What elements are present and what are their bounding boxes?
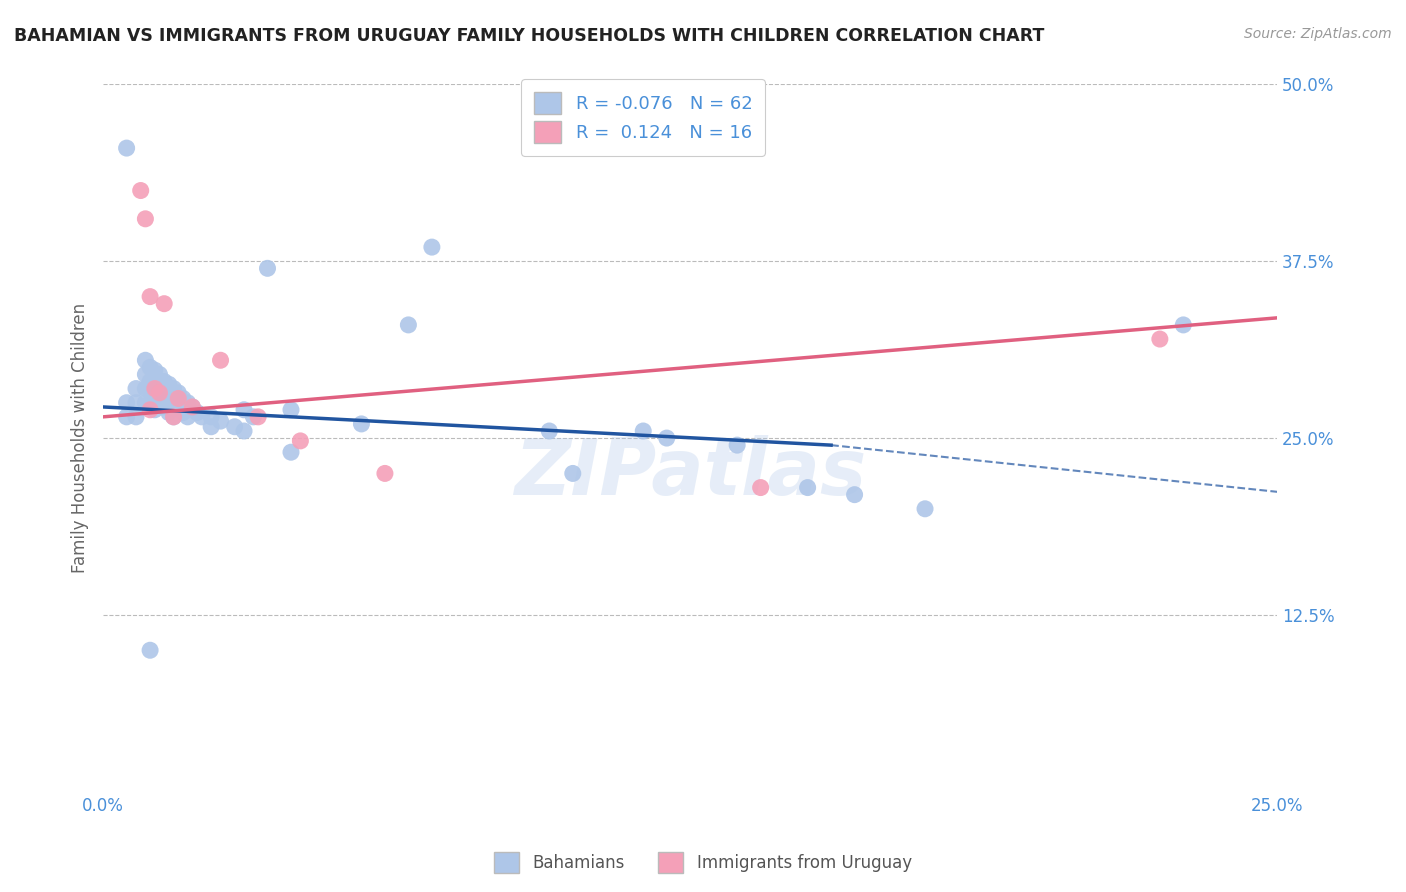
Point: [172, 406, 194, 420]
Point: [153, 296, 176, 310]
Point: [538, 424, 561, 438]
Point: [209, 414, 232, 428]
Point: [134, 211, 156, 226]
Point: [725, 438, 748, 452]
Point: [162, 409, 184, 424]
Point: [134, 353, 156, 368]
Point: [176, 395, 198, 409]
Point: [172, 392, 194, 406]
Point: [129, 184, 152, 198]
Point: [420, 240, 443, 254]
Point: [157, 392, 180, 406]
Point: [125, 382, 148, 396]
Point: [176, 409, 198, 424]
Point: [139, 643, 162, 657]
Point: [148, 382, 170, 396]
Point: [247, 409, 270, 424]
Legend: R = -0.076   N = 62, R =  0.124   N = 16: R = -0.076 N = 62, R = 0.124 N = 16: [522, 79, 765, 156]
Point: [1173, 318, 1195, 332]
Point: [162, 409, 184, 424]
Text: ZIPatlas: ZIPatlas: [515, 435, 866, 511]
Point: [914, 501, 936, 516]
Point: [209, 353, 232, 368]
Point: [148, 368, 170, 382]
Point: [256, 261, 278, 276]
Point: [125, 395, 148, 409]
Point: [200, 409, 222, 424]
Point: [153, 385, 176, 400]
Point: [749, 481, 772, 495]
Point: [181, 400, 204, 414]
Point: [139, 402, 162, 417]
Point: [115, 409, 138, 424]
Point: [280, 402, 302, 417]
Point: [1149, 332, 1171, 346]
Point: [139, 395, 162, 409]
Point: [139, 375, 162, 389]
Point: [115, 395, 138, 409]
Point: [167, 385, 190, 400]
Point: [186, 406, 208, 420]
Point: [143, 389, 166, 403]
Point: [148, 395, 170, 409]
Text: Source: ZipAtlas.com: Source: ZipAtlas.com: [1244, 27, 1392, 41]
Point: [134, 368, 156, 382]
Point: [143, 402, 166, 417]
Point: [224, 419, 246, 434]
Point: [233, 402, 256, 417]
Point: [233, 424, 256, 438]
Point: [153, 400, 176, 414]
Point: [143, 377, 166, 392]
Point: [350, 417, 373, 431]
Point: [139, 384, 162, 399]
Point: [157, 377, 180, 392]
Point: [290, 434, 312, 448]
Point: [631, 424, 654, 438]
Point: [396, 318, 419, 332]
Point: [280, 445, 302, 459]
Point: [181, 400, 204, 414]
Point: [134, 382, 156, 396]
Point: [139, 290, 162, 304]
Point: [167, 392, 190, 406]
Point: [561, 467, 583, 481]
Point: [115, 141, 138, 155]
Point: [139, 360, 162, 375]
Text: BAHAMIAN VS IMMIGRANTS FROM URUGUAY FAMILY HOUSEHOLDS WITH CHILDREN CORRELATION : BAHAMIAN VS IMMIGRANTS FROM URUGUAY FAMI…: [14, 27, 1045, 45]
Point: [655, 431, 678, 445]
Point: [190, 409, 212, 424]
Point: [134, 395, 156, 409]
Point: [125, 409, 148, 424]
Point: [796, 481, 818, 495]
Point: [157, 406, 180, 420]
Point: [143, 382, 166, 396]
Point: [143, 363, 166, 377]
Point: [148, 385, 170, 400]
Y-axis label: Family Households with Children: Family Households with Children: [72, 303, 89, 574]
Legend: Bahamians, Immigrants from Uruguay: Bahamians, Immigrants from Uruguay: [488, 846, 918, 880]
Point: [844, 488, 866, 502]
Point: [242, 409, 264, 424]
Point: [153, 375, 176, 389]
Point: [162, 382, 184, 396]
Point: [162, 395, 184, 409]
Point: [167, 400, 190, 414]
Point: [200, 419, 222, 434]
Point: [374, 467, 396, 481]
